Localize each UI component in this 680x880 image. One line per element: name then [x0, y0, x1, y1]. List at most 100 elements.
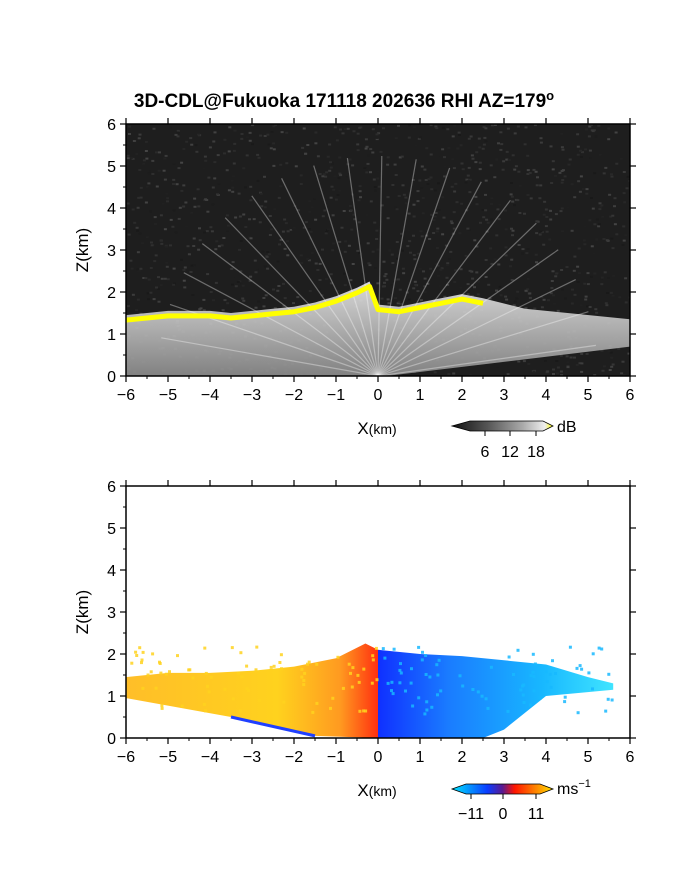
- noise-speck: [153, 260, 157, 263]
- noise-speck: [223, 152, 226, 155]
- noise-speck: [272, 164, 276, 167]
- noise-speck: [606, 292, 610, 295]
- noise-speck: [418, 267, 422, 270]
- noise-speck: [183, 286, 187, 289]
- noise-speck: [376, 177, 380, 180]
- noise-speck: [321, 215, 325, 218]
- noise-speck: [500, 143, 504, 146]
- noise-speck: [145, 185, 149, 188]
- noise-speck: [412, 234, 415, 237]
- noise-speck: [397, 124, 400, 127]
- velocity-speck: [476, 690, 480, 694]
- noise-speck: [244, 186, 247, 189]
- noise-speck: [248, 218, 251, 221]
- noise-speck: [583, 225, 587, 228]
- noise-speck: [380, 297, 384, 300]
- noise-speck: [138, 232, 142, 235]
- noise-speck: [483, 136, 487, 139]
- noise-speck: [135, 226, 139, 229]
- noise-speck: [452, 167, 456, 170]
- noise-speck: [185, 225, 188, 228]
- noise-speck: [126, 154, 130, 157]
- noise-speck: [496, 366, 499, 369]
- velocity-speck: [391, 692, 395, 696]
- noise-speck: [489, 247, 493, 250]
- noise-speck: [386, 298, 390, 301]
- noise-speck: [127, 233, 131, 236]
- noise-speck: [421, 212, 425, 215]
- noise-speck: [601, 215, 605, 218]
- noise-speck: [393, 206, 397, 209]
- noise-speck: [588, 125, 592, 128]
- noise-speck: [321, 175, 325, 178]
- noise-speck: [495, 158, 499, 161]
- noise-speck: [338, 156, 342, 159]
- velocity-speck: [204, 709, 207, 713]
- velocity-speck: [529, 703, 532, 707]
- velocity-speck: [371, 658, 375, 662]
- beam-ray: [377, 167, 451, 376]
- noise-speck: [570, 302, 574, 305]
- noise-speck: [363, 166, 367, 169]
- noise-speck: [466, 293, 470, 296]
- noise-speck: [533, 124, 537, 127]
- noise-speck: [340, 226, 344, 229]
- noise-speck: [627, 352, 630, 355]
- noise-speck: [259, 191, 262, 194]
- beam-ray: [377, 155, 383, 376]
- noise-speck: [513, 132, 517, 135]
- noise-speck: [313, 197, 317, 200]
- colorbar-ticks: [470, 794, 537, 799]
- cloud-base-high-signal: [126, 284, 484, 323]
- noise-speck: [628, 180, 630, 182]
- velocity-speck: [486, 706, 490, 710]
- noise-speck: [172, 267, 176, 270]
- noise-speck: [394, 174, 398, 176]
- noise-speck: [609, 291, 613, 294]
- noise-speck: [378, 236, 382, 239]
- velocity-speck: [507, 655, 511, 659]
- noise-speck: [342, 210, 346, 212]
- velocity-speck: [349, 671, 352, 675]
- noise-speck: [373, 186, 377, 189]
- noise-speck: [353, 218, 357, 221]
- velocity-speck: [230, 646, 234, 650]
- noise-speck: [268, 215, 272, 217]
- noise-speck: [475, 151, 479, 154]
- noise-speck: [314, 131, 318, 134]
- noise-speck: [535, 261, 538, 264]
- noise-speck: [458, 232, 462, 235]
- noise-speck: [457, 134, 461, 136]
- noise-speck: [617, 347, 621, 350]
- noise-speck: [460, 162, 464, 165]
- noise-speck: [152, 127, 156, 130]
- noise-speck: [270, 131, 274, 134]
- beam-ray: [183, 272, 379, 376]
- noise-speck: [417, 254, 421, 257]
- noise-speck: [309, 230, 313, 233]
- velocity-speck: [435, 663, 439, 667]
- velocity-speck: [269, 665, 273, 669]
- noise-speck: [536, 176, 539, 179]
- noise-speck: [326, 155, 330, 158]
- noise-speck: [486, 221, 490, 224]
- noise-speck: [576, 145, 580, 148]
- noise-speck: [586, 272, 590, 275]
- noise-speck: [517, 170, 521, 173]
- backscatter-xlabel-main: X: [357, 419, 368, 438]
- velocity-low-elevation-strip: [230, 715, 316, 738]
- noise-speck: [165, 265, 169, 268]
- noise-speck: [549, 218, 553, 221]
- velocity-speck: [278, 661, 282, 664]
- noise-speck: [254, 271, 258, 274]
- noise-speck: [465, 209, 469, 212]
- noise-speck: [256, 153, 260, 156]
- noise-speck: [623, 201, 627, 204]
- colorbar-unit-base: ms: [557, 781, 578, 798]
- noise-speck: [590, 196, 594, 199]
- noise-speck: [569, 356, 573, 359]
- noise-speck: [420, 187, 424, 190]
- noise-speck: [165, 192, 169, 195]
- beam-ray: [377, 249, 559, 376]
- noise-speck: [605, 239, 609, 242]
